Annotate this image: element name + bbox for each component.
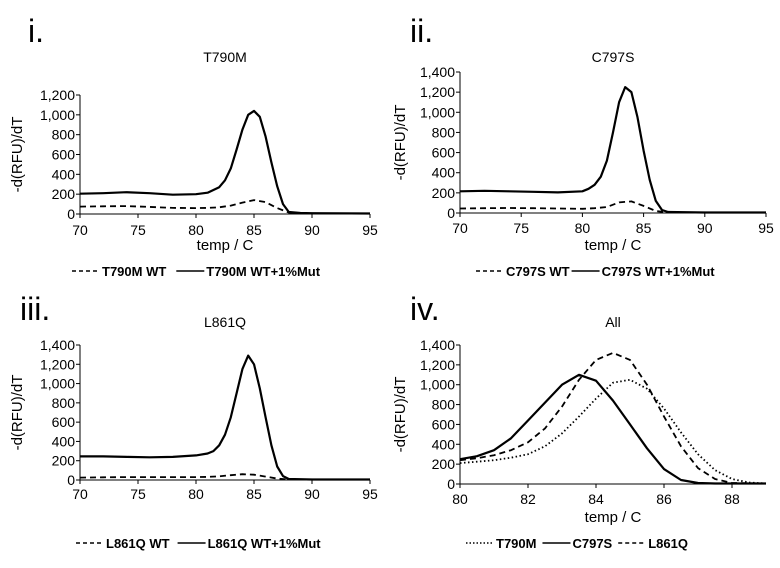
x-tick-label: 80	[188, 222, 204, 238]
x-tick-label: 84	[588, 491, 604, 507]
x-tick-label: 88	[724, 491, 740, 507]
y-tick-label: 0	[447, 205, 455, 221]
legend-entry-label: T790M WT+1%Mut	[206, 264, 320, 279]
panel-letter: iii.	[20, 291, 50, 327]
y-tick-label: 1,400	[420, 64, 455, 80]
legend-entry-label: L861Q WT	[106, 536, 170, 551]
y-tick-label: 1,000	[420, 377, 455, 393]
x-tick-label: 70	[72, 486, 88, 502]
y-tick-label: 400	[432, 165, 456, 181]
series-line-2	[79, 109, 371, 215]
panel-letter: i.	[28, 13, 44, 49]
y-axis-label: -d(RFU)/dT	[392, 105, 409, 181]
y-tick-label: 600	[52, 414, 76, 430]
chart-panel-4: iv. All 0 200 400 600 800 1,000 1,200 1,400 80 82 84…	[392, 291, 767, 551]
x-tick-label: 85	[246, 222, 262, 238]
y-axis-label: -d(RFU)/dT	[9, 117, 26, 193]
panel-title: C797S	[592, 49, 635, 65]
x-tick-label: 85	[246, 486, 262, 502]
chart-panel-3: iii. L861Q 0 200 400 600 800 1,000 1,200 1,400 70 7…	[9, 291, 378, 551]
series-line-2	[459, 373, 766, 485]
y-tick-label: 600	[432, 416, 456, 432]
x-axis-label: temp / C	[197, 237, 254, 254]
y-tick-label: 1,200	[40, 87, 75, 103]
y-axis-label: -d(RFU)/dT	[9, 375, 26, 451]
x-tick-label: 80	[575, 220, 591, 236]
y-tick-label: 400	[52, 166, 76, 182]
y-tick-label: 1,400	[420, 337, 455, 353]
series-line-3	[459, 352, 767, 485]
x-tick-label: 90	[304, 486, 320, 502]
y-tick-label: 400	[432, 436, 456, 452]
x-tick-label: 70	[452, 220, 468, 236]
legend-entry-label: C797S WT	[506, 264, 570, 279]
panel-title: L861Q	[204, 314, 246, 330]
panel-letter: ii.	[410, 13, 433, 49]
x-tick-label: 70	[72, 222, 88, 238]
x-axis-label: temp / C	[585, 509, 642, 526]
y-tick-label: 200	[432, 185, 456, 201]
legend-entry-label: L861Q WT+1%Mut	[208, 536, 322, 551]
series-line-1	[459, 200, 766, 214]
y-tick-label: 0	[67, 472, 75, 488]
chart-panel-1: i. T790M 0 200 400 600 800 1,000 1,200 70 75 80 85 90…	[9, 13, 378, 279]
legend-entry-label: C797S	[572, 536, 612, 551]
x-tick-label: 75	[130, 222, 146, 238]
x-tick-label: 85	[636, 220, 652, 236]
y-tick-label: 1,000	[40, 376, 75, 392]
x-tick-label: 80	[452, 491, 468, 507]
panel-letter: iv.	[410, 291, 440, 327]
y-tick-label: 1,000	[40, 107, 75, 123]
x-tick-label: 75	[513, 220, 529, 236]
x-tick-label: 82	[520, 491, 536, 507]
series-line-2	[459, 86, 766, 214]
panel-title: T790M	[203, 49, 247, 65]
y-tick-label: 1,400	[40, 337, 75, 353]
legend-entry-label: T790M	[496, 536, 536, 551]
y-tick-label: 800	[52, 127, 76, 143]
x-tick-label: 90	[697, 220, 713, 236]
y-tick-label: 400	[52, 433, 76, 449]
x-tick-label: 90	[304, 222, 320, 238]
x-tick-label: 95	[758, 220, 774, 236]
y-tick-label: 600	[52, 147, 76, 163]
y-tick-label: 800	[432, 124, 456, 140]
y-tick-label: 200	[432, 456, 456, 472]
series-line-1	[79, 473, 370, 481]
x-axis-label: temp / C	[585, 237, 642, 254]
y-tick-label: 1,000	[420, 104, 455, 120]
y-tick-label: 800	[432, 397, 456, 413]
y-tick-label: 800	[52, 395, 76, 411]
series-line-1	[459, 378, 767, 485]
y-tick-label: 1,200	[40, 356, 75, 372]
y-tick-label: 0	[67, 206, 75, 222]
series-line-2	[80, 354, 370, 481]
x-tick-label: 75	[130, 486, 146, 502]
y-tick-label: 0	[447, 476, 455, 492]
chart-panel-2: ii. C797S 0 200 400 600 800 1,000 1,200 1,400 70 75…	[392, 13, 774, 279]
series-line-1	[79, 199, 370, 215]
y-tick-label: 200	[52, 186, 76, 202]
panel-title: All	[605, 314, 621, 330]
x-tick-label: 95	[362, 486, 378, 502]
y-tick-label: 600	[432, 145, 456, 161]
y-tick-label: 200	[52, 453, 76, 469]
legend-entry-label: L861Q	[648, 536, 688, 551]
y-axis-label: -d(RFU)/dT	[392, 377, 409, 453]
legend-entry-label: T790M WT	[102, 264, 166, 279]
x-tick-label: 80	[188, 486, 204, 502]
x-tick-label: 95	[362, 222, 378, 238]
legend-entry-label: C797S WT+1%Mut	[602, 264, 716, 279]
y-tick-label: 1,200	[420, 357, 455, 373]
y-tick-label: 1,200	[420, 84, 455, 100]
x-tick-label: 86	[656, 491, 672, 507]
